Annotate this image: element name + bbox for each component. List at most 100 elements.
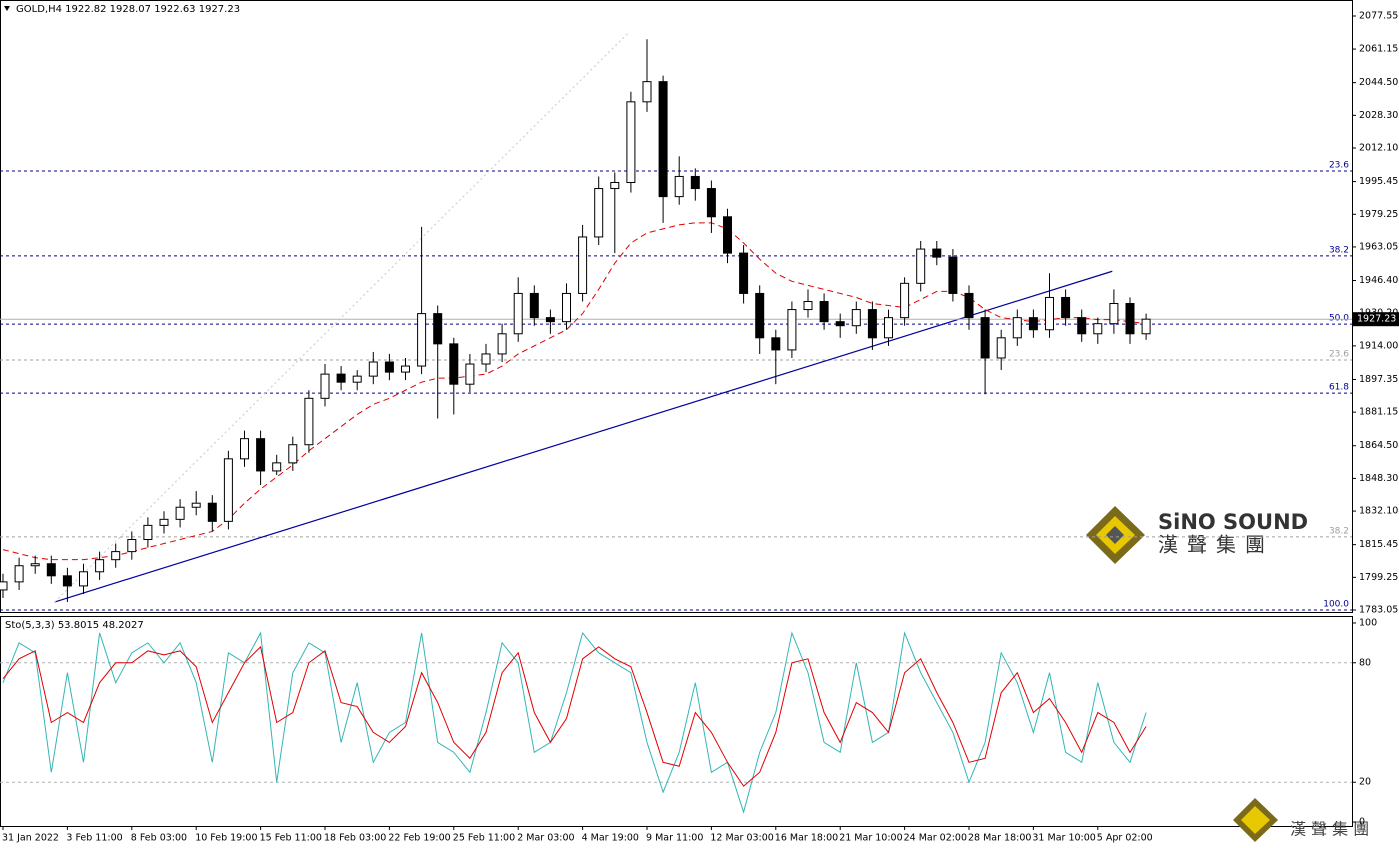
- candle-body: [191, 502, 201, 508]
- y-tick-label: 1815.45: [1359, 539, 1398, 550]
- candle-body: [207, 502, 217, 522]
- y-tick-label: 1832.10: [1359, 506, 1398, 517]
- candle-body: [0, 581, 8, 591]
- candle-body: [739, 252, 749, 294]
- candle-body: [223, 458, 233, 522]
- logo-name: SiNO SOUND: [1158, 510, 1308, 534]
- x-tick-label: 31 Jan 2022: [2, 833, 59, 844]
- x-tick-label: 25 Feb 11:00: [453, 833, 515, 844]
- stochastic-line: [2, 631, 1147, 814]
- candle-body: [1028, 317, 1038, 331]
- candle-body: [272, 462, 282, 472]
- y-tick-label: 2028.30: [1359, 110, 1398, 121]
- candle-body: [578, 236, 588, 294]
- y-tick-label: 1979.25: [1359, 209, 1398, 220]
- x-tick-label: 22 Feb 19:00: [388, 833, 450, 844]
- candle-body: [240, 438, 249, 460]
- candle-body: [336, 373, 346, 383]
- candle-body: [497, 333, 507, 355]
- logo-chinese: 漢聲集團: [1158, 533, 1274, 557]
- candle-body: [900, 282, 910, 319]
- y-tick-label: 1995.45: [1359, 176, 1398, 187]
- candle-body: [996, 337, 1006, 359]
- candle-body: [1061, 296, 1071, 319]
- candle-body: [14, 565, 24, 583]
- candle-body: [513, 292, 523, 335]
- candle-body: [948, 256, 958, 294]
- candle-body: [610, 181, 620, 190]
- y-tick-label: 1897.35: [1359, 374, 1398, 385]
- candle-body: [690, 175, 700, 190]
- y-tick-label: 2044.50: [1359, 77, 1398, 88]
- x-tick-label: 16 Mar 18:00: [775, 833, 838, 844]
- x-tick-label: 21 Mar 10:00: [839, 833, 902, 844]
- candle-body: [529, 292, 539, 319]
- y-tick-label: 2077.55: [1359, 10, 1398, 21]
- candle-body: [916, 248, 926, 284]
- logo: SiNO SOUND 漢聲集團 漢 聲 集 團: [1086, 506, 1369, 842]
- fib-label: 100.0: [1323, 600, 1349, 610]
- candle-body: [320, 373, 330, 399]
- x-tick-label: 3 Feb 11:00: [66, 833, 122, 844]
- candle-body: [127, 539, 137, 553]
- candle-body: [980, 317, 990, 359]
- candle-body: [433, 313, 443, 345]
- fib-label: 61.8: [1329, 383, 1349, 393]
- candle-body: [384, 361, 394, 373]
- candle-body: [30, 563, 40, 567]
- x-tick-label: 10 Feb 19:00: [195, 833, 257, 844]
- candle-body: [1109, 303, 1119, 325]
- fib-label: 23.6: [1329, 161, 1349, 171]
- candle-body: [62, 575, 72, 587]
- candle-body: [851, 309, 861, 327]
- candle-body: [771, 337, 781, 351]
- candle-body: [111, 551, 121, 561]
- y-tick-label: 100: [1359, 617, 1377, 628]
- candle-body: [175, 506, 185, 520]
- candle-body: [1045, 296, 1054, 331]
- candle-body: [143, 524, 153, 541]
- x-tick-label: 5 Apr 02:00: [1097, 833, 1153, 844]
- stochastic-line: [2, 645, 1147, 787]
- price-panel: [0, 0, 1353, 613]
- x-tick-label: 2 Mar 03:00: [517, 833, 574, 844]
- y-tick-label: 2012.10: [1359, 143, 1398, 154]
- chart-title: GOLD,H4 1922.82 1928.07 1922.63 1927.23: [16, 4, 240, 15]
- candle-body: [46, 563, 56, 577]
- candle-body: [932, 248, 942, 258]
- candle-body: [1077, 317, 1087, 335]
- x-tick-label: 15 Feb 11:00: [260, 833, 322, 844]
- indicator-title: Sto(5,3,3) 53.8015 48.2027: [5, 620, 144, 631]
- y-tick-label: 1914.00: [1359, 340, 1398, 351]
- watermark: 漢 聲 集 團: [1290, 820, 1369, 839]
- watermark-diamond-inner: [1241, 806, 1270, 834]
- candle-body: [1012, 317, 1022, 339]
- candle-body: [449, 343, 459, 385]
- logo-diamond-core: [1106, 526, 1124, 544]
- candle-body: [304, 397, 314, 446]
- fib-label: 50.0: [1329, 314, 1349, 324]
- candle-body: [626, 101, 636, 183]
- stochastic-panel: [0, 616, 1353, 827]
- title-arrow: [4, 6, 10, 11]
- last-price-label: 1927.23: [1357, 314, 1396, 325]
- candle-body: [803, 301, 813, 311]
- y-tick-label: 2061.15: [1359, 44, 1398, 55]
- x-tick-label: 24 Mar 02:00: [904, 833, 967, 844]
- candle-body: [159, 518, 169, 526]
- candle-body: [256, 438, 266, 472]
- x-tick-label: 8 Feb 03:00: [131, 833, 187, 844]
- candle-body: [368, 361, 378, 377]
- y-tick-label: 1881.15: [1359, 407, 1398, 418]
- candle-body: [674, 175, 684, 198]
- candle-body: [465, 363, 475, 385]
- x-tick-label: 4 Mar 19:00: [582, 833, 639, 844]
- candle-body: [417, 313, 427, 367]
- x-tick-label: 12 Mar 03:00: [710, 833, 773, 844]
- x-tick-label: 18 Feb 03:00: [324, 833, 386, 844]
- y-tick-label: 1848.30: [1359, 473, 1398, 484]
- y-tick-label: 1864.50: [1359, 440, 1398, 451]
- candle-body: [755, 292, 765, 339]
